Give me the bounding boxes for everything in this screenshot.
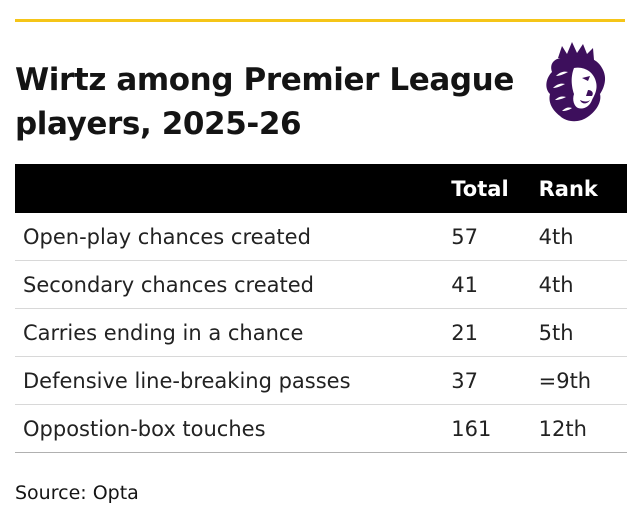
row-rank: 4th [538,260,627,309]
header-stat [15,164,451,213]
row-total: 21 [451,308,539,357]
stats-table: Total Rank Open-play chances created 57 … [15,164,627,453]
table-row: Carries ending in a chance 21 5th [15,308,627,357]
row-total: 41 [451,260,539,309]
table-row: Open-play chances created 57 4th [15,213,627,261]
row-total: 161 [451,404,539,453]
row-rank: =9th [538,356,627,405]
row-rank: 5th [538,308,627,357]
row-rank: 12th [538,404,627,453]
table-header-row: Total Rank [15,164,627,213]
table-row: Oppostion-box touches 161 12th [15,404,627,453]
table-row: Defensive line-breaking passes 37 =9th [15,356,627,405]
table-row: Secondary chances created 41 4th [15,260,627,309]
row-stat-label: Open-play chances created [15,213,452,261]
row-stat-label: Secondary chances created [15,260,452,309]
row-stat-label: Oppostion-box touches [15,404,452,453]
row-stat-label: Defensive line-breaking passes [15,356,452,405]
row-total: 57 [451,213,539,261]
header-rank: Rank [538,176,598,201]
top-accent-rule [15,19,625,22]
header-total: Total [451,176,509,201]
chart-title: Wirtz among Premier League players, 2025… [15,62,514,142]
row-rank: 4th [538,213,627,261]
row-total: 37 [451,356,539,405]
source-note: Source: Opta [15,482,139,504]
premier-league-lion-icon [546,42,606,122]
row-stat-label: Carries ending in a chance [15,308,452,357]
